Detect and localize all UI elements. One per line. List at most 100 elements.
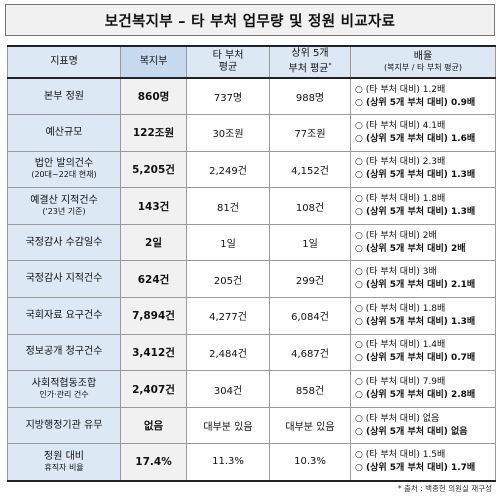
source-note: * 출처 : 백종헌 의원실 재구성 — [397, 484, 492, 493]
ratio-vs-other: ○ (타 부처 대비) 4.1배 — [355, 120, 446, 131]
indicator-name: 예결산 지적건수 — [30, 195, 98, 207]
ratio-cell: ○ (타 부처 대비) 7.9배 ○ (상위 5개 부처 대비) 2.8배 — [350, 370, 496, 408]
document-title: 보건복지부 – 타 부처 업무량 및 정원 비교자료 — [5, 4, 495, 36]
top5-average-value: 858건 — [269, 370, 351, 408]
indicator-cell: 법안 발의건수 (20대~22대 현재) — [7, 150, 121, 189]
ratio-cell: ○ (타 부처 대비) 2.3배 ○ (상위 5개 부처 대비) 1.3배 — [350, 150, 496, 189]
table-body: 본부 정원 860명 737명 988명 ○ (타 부처 대비) 1.2배 ○ (상위 5… — [7, 77, 496, 482]
ratio-vs-other: ○ (타 부처 대비) 2.3배 — [355, 157, 446, 168]
table-row: 지방행정기관 유무 없음 대부분 있음 대부분 있음 ○ (타 부처 대비) 없음 ○ (… — [7, 406, 496, 445]
mohw-value: 122조원 — [120, 114, 187, 152]
indicator-cell: 예산규모 — [7, 114, 121, 152]
other-average-value: 737명 — [186, 77, 270, 116]
indicator-name: 국회자료 요구건수 — [25, 309, 103, 321]
indicator-name: 국정감사 지적건수 — [25, 273, 103, 285]
mohw-value: 2,407건 — [120, 370, 187, 408]
top5-average-value: 6,084건 — [269, 297, 351, 335]
other-average-value: 1일 — [186, 223, 270, 262]
mohw-value: 624건 — [120, 260, 187, 299]
header-other-average-line2: 평균 — [218, 62, 238, 73]
ratio-vs-top5: ○ (상위 5개 부처 대비) 1.6배 — [355, 133, 476, 144]
header-other-average-line1: 타 부처 — [212, 50, 244, 61]
header-ratio-line2: (복지부 / 타 부처 평균) — [384, 63, 462, 72]
ratio-cell: ○ (타 부처 대비) 1.4배 ○ (상위 5개 부처 대비) 0.7배 — [350, 333, 496, 372]
other-average-value: 11.3% — [186, 443, 270, 482]
other-average-value: 30조원 — [186, 114, 270, 152]
indicator-name: 정보공개 청구건수 — [25, 346, 103, 358]
ratio-vs-top5: ○ (상위 5개 부처 대비) 2배 — [355, 243, 466, 254]
other-average-value: 대부분 있음 — [186, 406, 270, 445]
top5-average-value: 988명 — [269, 77, 351, 116]
header-row: 지표명 복지부 타 부처 평균 상위 5개 부처 평균* 배율 (복지부 / 타… — [7, 45, 496, 79]
ratio-cell: ○ (타 부처 대비) 1.8배 ○ (상위 5개 부처 대비) 1.3배 — [350, 187, 496, 225]
ratio-vs-other: ○ (타 부처 대비) 3배 — [355, 267, 437, 278]
indicator-cell: 정원 대비 휴직자 비율 — [7, 443, 121, 482]
indicator-cell: 국정감사 수감일수 — [7, 223, 121, 262]
other-average-value: 205건 — [186, 260, 270, 299]
ratio-cell: ○ (타 부처 대비) 1.5배 ○ (상위 5개 부처 대비) 1.7배 — [350, 443, 496, 482]
header-ratio-line1: 배율 — [413, 51, 433, 62]
ratio-cell: ○ (타 부처 대비) 3배 ○ (상위 5개 부처 대비) 2.1배 — [350, 260, 496, 299]
ratio-vs-other: ○ (타 부처 대비) 1.8배 — [355, 303, 446, 314]
comparison-table: 지표명 복지부 타 부처 평균 상위 5개 부처 평균* 배율 (복지부 / 타… — [7, 45, 496, 482]
top5-average-value: 4,152건 — [269, 150, 351, 189]
ratio-vs-top5: ○ (상위 5개 부처 대비) 0.9배 — [355, 97, 476, 108]
indicator-cell: 국정감사 지적건수 — [7, 260, 121, 299]
ratio-vs-top5: ○ (상위 5개 부처 대비) 2.1배 — [355, 280, 476, 291]
ratio-vs-other: ○ (타 부처 대비) 1.2배 — [355, 84, 446, 95]
ratio-vs-other: ○ (타 부처 대비) 7.9배 — [355, 377, 446, 388]
other-average-value: 81건 — [186, 187, 270, 225]
header-top5-average: 상위 5개 부처 평균* — [269, 45, 351, 79]
table-row: 예산규모 122조원 30조원 77조원 ○ (타 부처 대비) 4.1배 ○ (상위 5… — [7, 114, 496, 152]
header-top5-line1: 상위 5개 — [291, 48, 329, 60]
header-indicator: 지표명 — [7, 45, 121, 79]
ratio-vs-top5: ○ (상위 5개 부처 대비) 2.8배 — [355, 390, 476, 401]
indicator-subtext: ('23년 기준) — [42, 207, 86, 217]
mohw-value: 3,412건 — [120, 333, 187, 372]
mohw-value: 5,205건 — [120, 150, 187, 189]
table-row: 국정감사 지적건수 624건 205건 299건 ○ (타 부처 대비) 3배 ○ (상위… — [7, 260, 496, 299]
ratio-cell: ○ (타 부처 대비) 4.1배 ○ (상위 5개 부처 대비) 1.6배 — [350, 114, 496, 152]
indicator-cell: 예결산 지적건수 ('23년 기준) — [7, 187, 121, 225]
indicator-name: 예산규모 — [45, 126, 83, 138]
ratio-cell: ○ (타 부처 대비) 없음 ○ (상위 5개 부처 대비) 없음 — [350, 406, 496, 445]
ratio-vs-top5: ○ (상위 5개 부처 대비) 1.3배 — [355, 170, 476, 181]
indicator-subtext: 인가·관리 건수 — [39, 390, 89, 400]
indicator-name: 본부 정원 — [44, 90, 84, 102]
ratio-vs-top5: ○ (상위 5개 부처 대비) 1.3배 — [355, 316, 476, 327]
ratio-vs-top5: ○ (상위 5개 부처 대비) 없음 — [355, 426, 468, 437]
table-row: 정원 대비 휴직자 비율 17.4% 11.3% 10.3% ○ (타 부처 대비) 1.… — [7, 443, 496, 482]
table-row: 본부 정원 860명 737명 988명 ○ (타 부처 대비) 1.2배 ○ (상위 5… — [7, 77, 496, 116]
ratio-vs-top5: ○ (상위 5개 부처 대비) 1.7배 — [355, 462, 476, 473]
other-average-value: 2,249건 — [186, 150, 270, 189]
ratio-cell: ○ (타 부처 대비) 2배 ○ (상위 5개 부처 대비) 2배 — [350, 223, 496, 262]
ratio-cell: ○ (타 부처 대비) 1.8배 ○ (상위 5개 부처 대비) 1.3배 — [350, 297, 496, 335]
indicator-cell: 본부 정원 — [7, 77, 121, 116]
ratio-vs-other: ○ (타 부처 대비) 2배 — [355, 230, 437, 241]
table-row: 법안 발의건수 (20대~22대 현재) 5,205건 2,249건 4,152건 ○ (… — [7, 150, 496, 189]
ratio-vs-other: ○ (타 부처 대비) 1.4배 — [355, 340, 446, 351]
top5-average-value: 299건 — [269, 260, 351, 299]
indicator-name: 사회적협동조합 — [31, 378, 97, 390]
indicator-cell: 국회자료 요구건수 — [7, 297, 121, 335]
mohw-value: 7,894건 — [120, 297, 187, 335]
table-row: 예결산 지적건수 ('23년 기준) 143건 81건 108건 ○ (타 부처 대비) … — [7, 187, 496, 225]
header-mohw: 복지부 — [120, 45, 187, 79]
other-average-value: 2,484건 — [186, 333, 270, 372]
indicator-subtext: 휴직자 비율 — [44, 462, 84, 472]
other-average-value: 304건 — [186, 370, 270, 408]
header-top5-line2: 부처 평균 — [288, 63, 329, 75]
indicator-cell: 정보공개 청구건수 — [7, 333, 121, 372]
other-average-value: 4,277건 — [186, 297, 270, 335]
ratio-vs-top5: ○ (상위 5개 부처 대비) 1.3배 — [355, 207, 476, 218]
mohw-value: 860명 — [120, 77, 187, 116]
top5-average-value: 108건 — [269, 187, 351, 225]
ratio-vs-other: ○ (타 부처 대비) 1.5배 — [355, 449, 446, 460]
indicator-subtext: (20대~22대 현재) — [31, 170, 97, 180]
indicator-name: 지방행정기관 유무 — [25, 419, 103, 431]
table-row: 국정감사 수감일수 2일 1일 1일 ○ (타 부처 대비) 2배 ○ (상위 5개 부처… — [7, 223, 496, 262]
top5-average-value: 대부분 있음 — [269, 406, 351, 445]
top5-average-value: 1일 — [269, 223, 351, 262]
indicator-cell: 사회적협동조합 인가·관리 건수 — [7, 370, 121, 408]
indicator-name: 정원 대비 — [44, 450, 84, 462]
